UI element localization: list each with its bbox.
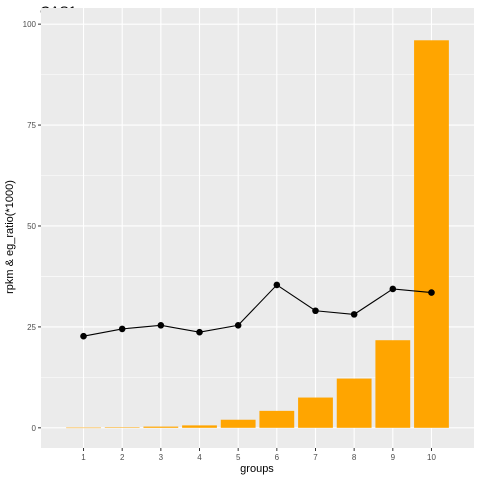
bar xyxy=(66,427,101,429)
y-tick-label: 75 xyxy=(27,121,36,130)
bar xyxy=(375,340,411,428)
x-axis: 1 2 3 4 5 6 7 8 9 10 xyxy=(81,448,436,462)
line-series xyxy=(80,281,435,340)
x-tick-label: 10 xyxy=(427,453,436,462)
line-point xyxy=(157,321,165,329)
y-axis: 0 25 50 75 100 xyxy=(23,20,41,433)
bar-series xyxy=(66,40,449,429)
y-tick-label: 100 xyxy=(23,20,37,29)
series-line xyxy=(83,284,432,337)
x-tick-label: 4 xyxy=(197,453,202,462)
line-point xyxy=(234,321,242,329)
bar xyxy=(143,426,179,428)
y-tick-label: 25 xyxy=(27,323,36,332)
bar xyxy=(414,40,449,428)
y-axis-title: rpkm & eg_ratio(*1000) xyxy=(4,180,16,294)
bar xyxy=(220,419,256,428)
line-point xyxy=(196,328,203,336)
bar xyxy=(182,425,217,428)
bar xyxy=(336,378,372,428)
x-tick-label: 5 xyxy=(236,453,241,462)
x-tick-label: 3 xyxy=(159,453,164,462)
line-point xyxy=(428,289,435,296)
line-point xyxy=(80,332,87,340)
x-tick-label: 7 xyxy=(313,453,318,462)
y-tick-label: 0 xyxy=(32,424,37,433)
bar xyxy=(259,410,295,428)
y-tick-label: 50 xyxy=(27,222,36,231)
x-tick-label: 8 xyxy=(352,453,357,462)
line-point xyxy=(312,307,319,315)
line-point xyxy=(273,281,281,289)
x-tick-label: 2 xyxy=(120,453,125,462)
x-tick-label: 1 xyxy=(81,453,86,462)
bar xyxy=(104,427,140,428)
x-axis-title: groups xyxy=(240,463,274,475)
bar xyxy=(298,397,333,428)
line-point xyxy=(350,311,358,318)
x-tick-label: 6 xyxy=(275,453,280,462)
x-tick-label: 9 xyxy=(391,453,396,462)
line-point xyxy=(118,325,126,333)
line-point xyxy=(389,285,397,293)
